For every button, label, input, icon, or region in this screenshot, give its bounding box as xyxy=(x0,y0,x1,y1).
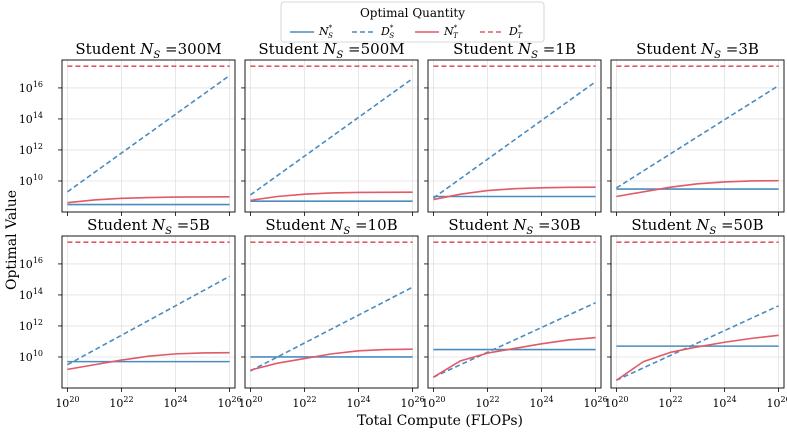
y-tick-label: 1016 xyxy=(19,256,43,271)
panel-title: Student NS =50B xyxy=(631,216,763,237)
x-tick-label: 1020 xyxy=(55,395,79,410)
x-tick-label: 1020 xyxy=(238,395,262,410)
panel-frame xyxy=(61,235,236,389)
panel-8: Student NS =50B 1020 1022 1024 1026 xyxy=(604,216,787,410)
series-line-ds xyxy=(67,275,230,366)
legend-label-nt: N* T xyxy=(443,24,459,40)
x-tick-label: 1020 xyxy=(604,395,628,410)
x-tick-label: 1022 xyxy=(475,395,499,410)
legend-label-ns: N* S xyxy=(318,24,333,40)
x-tick-label: 1024 xyxy=(346,395,370,410)
legend-box xyxy=(280,1,545,43)
series-line-nt xyxy=(250,191,413,202)
y-tick-label: 1012 xyxy=(19,142,43,157)
panel-4: Student NS =3B xyxy=(607,40,785,216)
series-line-ds xyxy=(616,305,779,381)
panel-title: Student NS =300M xyxy=(75,40,221,61)
panel-5: Student NS =5B 1020 1022 1024 1026 1010 1012 10… xyxy=(19,216,242,410)
series-line-nt xyxy=(432,336,596,378)
panel-7: Student NS =30B 1020 1022 1024 1026 xyxy=(421,216,607,410)
y-tick-label: 1010 xyxy=(19,173,43,188)
x-tick-label: 1024 xyxy=(712,395,736,410)
y-tick-label: 1010 xyxy=(19,349,43,364)
panel-frame xyxy=(610,235,785,389)
series-line-nt xyxy=(615,334,779,381)
series-line-nt xyxy=(67,351,230,371)
panel-frame xyxy=(427,235,602,389)
x-tick-label: 1026 xyxy=(218,395,242,410)
x-tick-label: 1026 xyxy=(767,395,787,410)
x-axis-label: Total Compute (FLOPs) xyxy=(357,413,523,429)
panel-frame xyxy=(244,235,419,389)
x-tick-label: 1026 xyxy=(584,395,608,410)
legend-label-ds: D* S xyxy=(380,24,394,40)
x-tick-label: 1022 xyxy=(109,395,133,410)
x-tick-label: 1024 xyxy=(163,395,187,410)
series-line-ds xyxy=(250,286,413,372)
x-tick-label: 1022 xyxy=(292,395,316,410)
y-tick-label: 1014 xyxy=(19,287,43,302)
panel-2: Student NS =500M xyxy=(241,40,419,216)
panel-6: Student NS =10B 1020 1022 1024 1026 xyxy=(238,216,424,410)
series-line-ds xyxy=(615,84,780,189)
series-line-nt xyxy=(67,196,230,204)
x-tick-label: 1024 xyxy=(529,395,553,410)
panel-frame xyxy=(244,59,419,213)
panel-1: Student NS =300M 1010 1012 1014 1016 xyxy=(19,40,236,216)
legend: Optimal Quantity N* S D* S N* T D* T xyxy=(280,1,545,43)
series-line-nt xyxy=(616,179,779,198)
x-tick-label: 1026 xyxy=(401,395,425,410)
panel-3: Student NS =1B xyxy=(424,40,602,216)
panel-title: Student NS =3B xyxy=(636,40,759,61)
x-tick-label: 1022 xyxy=(658,395,682,410)
panel-frame xyxy=(610,59,785,213)
panel-frame xyxy=(427,59,602,213)
y-tick-label: 1016 xyxy=(19,80,43,95)
series-line-ds xyxy=(249,77,414,196)
y-tick-label: 1012 xyxy=(19,318,43,333)
y-axis-label: Optimal Value xyxy=(4,190,20,290)
panel-title: Student NS =500M xyxy=(258,40,404,61)
panel-title: Student NS =30B xyxy=(448,216,580,237)
series-line-ds xyxy=(66,74,231,193)
legend-label-dt: D* T xyxy=(508,24,523,40)
x-tick-label: 1020 xyxy=(421,395,445,410)
series-line-nt xyxy=(250,348,413,371)
panel-frame xyxy=(61,59,236,213)
y-tick-label: 1014 xyxy=(19,111,43,126)
series-line-ds xyxy=(432,81,597,199)
series-line-nt xyxy=(433,186,596,201)
panel-title: Student NS =1B xyxy=(453,40,576,61)
series-line-ds xyxy=(433,301,596,378)
panel-title: Student NS =10B xyxy=(265,216,397,237)
legend-title: Optimal Quantity xyxy=(360,6,465,20)
panel-title: Student NS =5B xyxy=(87,216,210,237)
